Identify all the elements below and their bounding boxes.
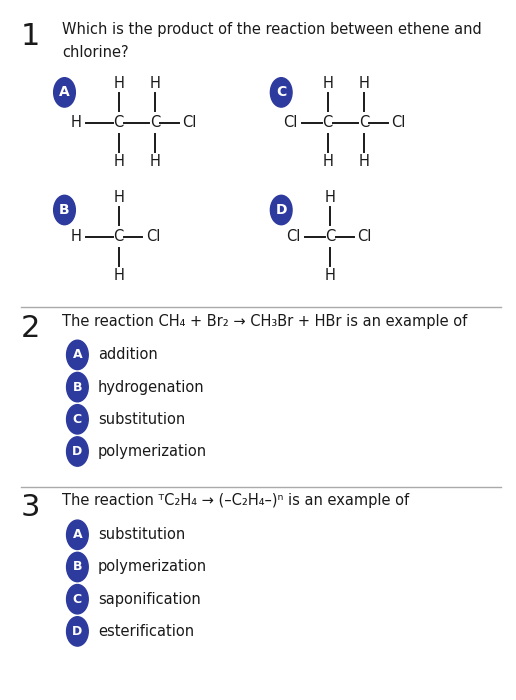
Text: H: H xyxy=(113,190,124,205)
Text: A: A xyxy=(59,85,70,99)
Text: polymerization: polymerization xyxy=(98,444,207,459)
Text: Cl: Cl xyxy=(391,115,406,130)
Text: polymerization: polymerization xyxy=(98,559,207,575)
Circle shape xyxy=(67,617,88,646)
Text: Which is the product of the reaction between ethene and
chlorine?: Which is the product of the reaction bet… xyxy=(62,22,481,60)
Text: H: H xyxy=(71,229,82,244)
Text: B: B xyxy=(59,203,70,217)
Text: H: H xyxy=(325,190,336,205)
Text: C: C xyxy=(359,115,369,130)
Text: Cl: Cl xyxy=(283,115,298,130)
Text: addition: addition xyxy=(98,347,158,363)
Text: The reaction CH₄ + Br₂ → CH₃Br + HBr is an example of: The reaction CH₄ + Br₂ → CH₃Br + HBr is … xyxy=(62,314,467,328)
Circle shape xyxy=(270,195,292,225)
Circle shape xyxy=(270,78,292,107)
Text: H: H xyxy=(149,76,160,91)
Text: 1: 1 xyxy=(21,22,40,51)
Text: D: D xyxy=(72,625,83,638)
Text: C: C xyxy=(73,593,82,606)
Text: H: H xyxy=(71,115,82,130)
Text: H: H xyxy=(358,154,369,169)
Text: H: H xyxy=(325,268,336,284)
Text: C: C xyxy=(325,229,335,244)
Text: A: A xyxy=(73,349,82,361)
Text: The reaction ᵀC₂H₄ → (–C₂H₄–)ⁿ is an example of: The reaction ᵀC₂H₄ → (–C₂H₄–)ⁿ is an exa… xyxy=(62,494,409,508)
Text: substitution: substitution xyxy=(98,412,185,427)
Text: A: A xyxy=(73,528,82,541)
Text: H: H xyxy=(322,76,333,91)
Circle shape xyxy=(67,340,88,370)
Text: H: H xyxy=(113,268,124,284)
Text: C: C xyxy=(73,413,82,426)
Text: H: H xyxy=(322,154,333,169)
Text: hydrogenation: hydrogenation xyxy=(98,379,205,395)
Text: H: H xyxy=(149,154,160,169)
Circle shape xyxy=(67,520,88,550)
Text: D: D xyxy=(72,445,83,458)
Text: esterification: esterification xyxy=(98,624,194,639)
Text: saponification: saponification xyxy=(98,592,201,607)
Circle shape xyxy=(67,584,88,614)
Text: C: C xyxy=(114,115,124,130)
Text: D: D xyxy=(276,203,287,217)
Text: B: B xyxy=(73,381,82,393)
Circle shape xyxy=(54,78,75,107)
Text: Cl: Cl xyxy=(286,229,300,244)
Circle shape xyxy=(67,405,88,434)
Text: Cl: Cl xyxy=(358,229,372,244)
Text: Cl: Cl xyxy=(182,115,197,130)
Text: C: C xyxy=(322,115,333,130)
Text: H: H xyxy=(358,76,369,91)
Circle shape xyxy=(67,437,88,466)
Text: 2: 2 xyxy=(21,314,40,342)
Text: H: H xyxy=(113,154,124,169)
Text: H: H xyxy=(113,76,124,91)
Text: B: B xyxy=(73,561,82,573)
Text: C: C xyxy=(276,85,286,99)
Text: 3: 3 xyxy=(21,494,40,522)
Circle shape xyxy=(67,372,88,402)
Text: C: C xyxy=(150,115,160,130)
Text: substitution: substitution xyxy=(98,527,185,542)
Circle shape xyxy=(67,552,88,582)
Circle shape xyxy=(54,195,75,225)
Text: Cl: Cl xyxy=(146,229,160,244)
Text: C: C xyxy=(114,229,124,244)
